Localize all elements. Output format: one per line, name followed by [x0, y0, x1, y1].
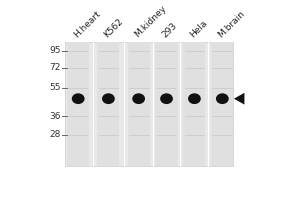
Text: 28: 28: [50, 130, 61, 139]
Polygon shape: [234, 93, 244, 105]
Bar: [211, 42, 233, 166]
Bar: [128, 42, 150, 166]
Text: 72: 72: [50, 63, 61, 72]
Bar: [155, 42, 178, 166]
Ellipse shape: [188, 93, 201, 104]
Text: H.heart: H.heart: [72, 9, 102, 39]
Text: M.brain: M.brain: [216, 9, 246, 39]
Text: K562: K562: [102, 17, 125, 39]
Text: 95: 95: [49, 46, 61, 55]
Ellipse shape: [160, 93, 173, 104]
Text: 55: 55: [49, 83, 61, 92]
Bar: [183, 42, 206, 166]
Text: M.kidney: M.kidney: [132, 4, 168, 39]
Bar: [98, 42, 119, 166]
Text: 36: 36: [49, 112, 61, 121]
Ellipse shape: [102, 93, 115, 104]
Ellipse shape: [132, 93, 145, 104]
Bar: [67, 42, 89, 166]
Ellipse shape: [72, 93, 85, 104]
Text: 293: 293: [160, 21, 178, 39]
Bar: [65, 42, 233, 166]
Text: Hela: Hela: [188, 19, 209, 39]
Ellipse shape: [216, 93, 229, 104]
